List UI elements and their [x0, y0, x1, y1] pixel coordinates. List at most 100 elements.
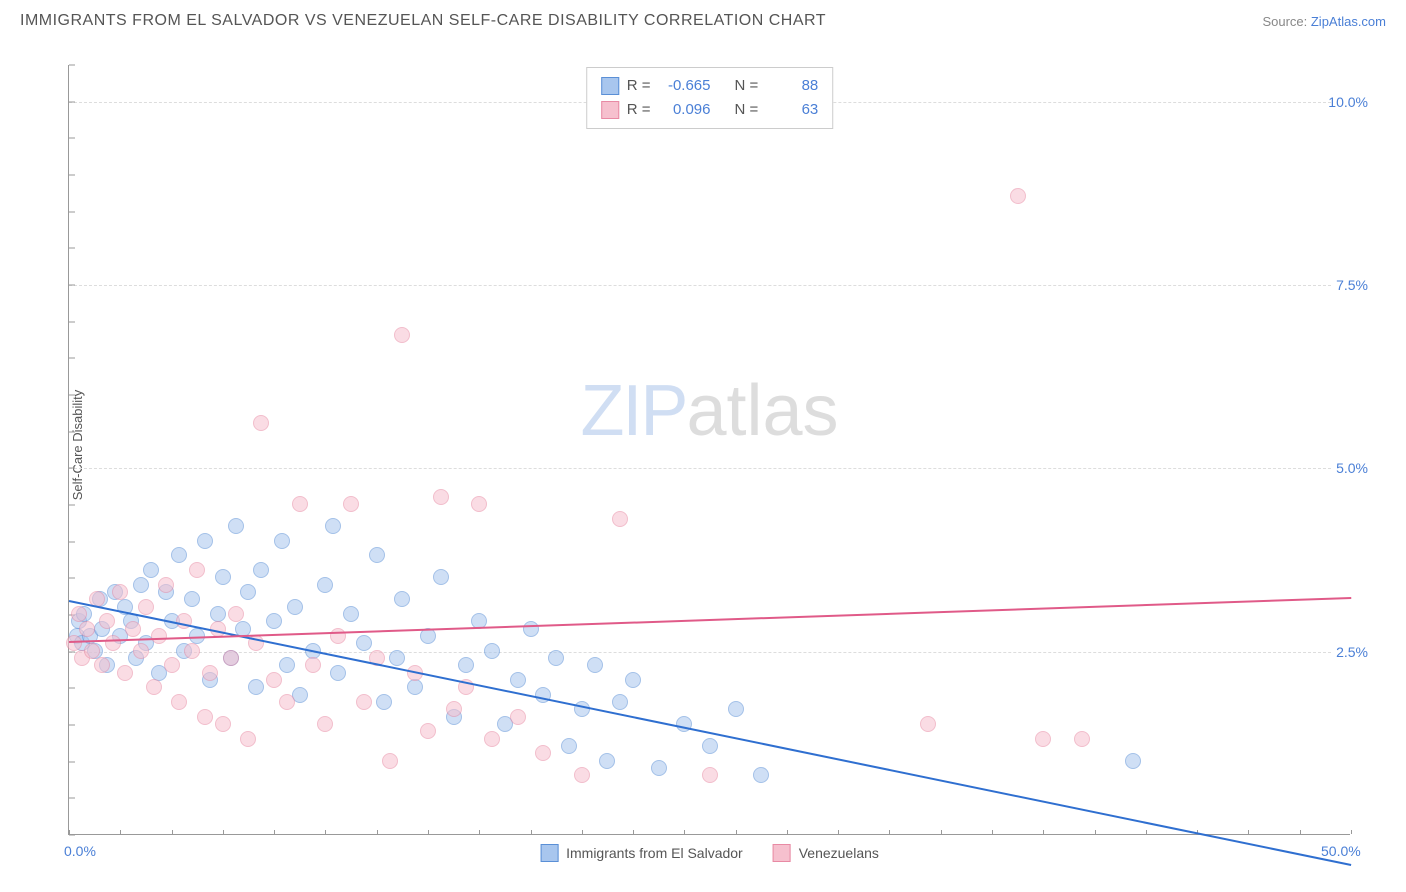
data-point	[223, 650, 239, 666]
data-point	[458, 657, 474, 673]
chart-title: IMMIGRANTS FROM EL SALVADOR VS VENEZUELA…	[20, 12, 826, 30]
data-point	[240, 731, 256, 747]
source-attribution: Source: ZipAtlas.com	[1262, 14, 1386, 29]
data-point	[446, 701, 462, 717]
data-point	[1125, 753, 1141, 769]
swatch-venezuelans-icon	[773, 844, 791, 862]
data-point	[561, 738, 577, 754]
data-point	[471, 496, 487, 512]
data-point	[125, 621, 141, 637]
y-tick-label: 5.0%	[1336, 460, 1368, 476]
data-point	[920, 716, 936, 732]
data-point	[240, 584, 256, 600]
data-point	[94, 657, 110, 673]
data-point	[266, 613, 282, 629]
data-point	[184, 643, 200, 659]
trendline	[69, 600, 1351, 866]
data-point	[420, 723, 436, 739]
data-point	[369, 547, 385, 563]
y-tick-label: 10.0%	[1328, 94, 1368, 110]
data-point	[143, 562, 159, 578]
stats-row-1: R = -0.665 N = 88	[601, 74, 819, 98]
data-point	[317, 577, 333, 593]
data-point	[292, 496, 308, 512]
data-point	[305, 657, 321, 673]
data-point	[210, 606, 226, 622]
data-point	[612, 511, 628, 527]
x-tick-label: 50.0%	[1321, 843, 1361, 859]
data-point	[407, 679, 423, 695]
data-point	[171, 547, 187, 563]
chart-container: Self-Care Disability ZIPatlas R = -0.665…	[50, 55, 1350, 835]
swatch-venezuelans	[601, 101, 619, 119]
data-point	[702, 738, 718, 754]
data-point	[317, 716, 333, 732]
data-point	[1074, 731, 1090, 747]
plot-area: ZIPatlas R = -0.665 N = 88 R = 0.096 N =…	[68, 65, 1350, 835]
gridline	[69, 652, 1331, 653]
data-point	[343, 606, 359, 622]
data-point	[510, 709, 526, 725]
data-point	[189, 562, 205, 578]
data-point	[484, 731, 500, 747]
stats-row-2: R = 0.096 N = 63	[601, 98, 819, 122]
data-point	[1035, 731, 1051, 747]
data-point	[105, 635, 121, 651]
data-point	[548, 650, 564, 666]
data-point	[117, 665, 133, 681]
swatch-el-salvador-icon	[540, 844, 558, 862]
data-point	[625, 672, 641, 688]
data-point	[138, 599, 154, 615]
data-point	[274, 533, 290, 549]
data-point	[702, 767, 718, 783]
data-point	[151, 628, 167, 644]
watermark: ZIPatlas	[580, 370, 838, 452]
data-point	[66, 635, 82, 651]
data-point	[228, 518, 244, 534]
swatch-el-salvador	[601, 77, 619, 95]
data-point	[599, 753, 615, 769]
chart-header: IMMIGRANTS FROM EL SALVADOR VS VENEZUELA…	[0, 0, 1406, 36]
data-point	[394, 591, 410, 607]
legend-item-el-salvador: Immigrants from El Salvador	[540, 844, 743, 862]
data-point	[523, 621, 539, 637]
y-tick-label: 2.5%	[1336, 644, 1368, 660]
data-point	[433, 489, 449, 505]
data-point	[279, 694, 295, 710]
data-point	[325, 518, 341, 534]
data-point	[343, 496, 359, 512]
data-point	[433, 569, 449, 585]
data-point	[612, 694, 628, 710]
data-point	[382, 753, 398, 769]
data-point	[171, 694, 187, 710]
data-point	[376, 694, 392, 710]
data-point	[215, 569, 231, 585]
data-point	[253, 415, 269, 431]
data-point	[84, 643, 100, 659]
data-point	[389, 650, 405, 666]
data-point	[330, 665, 346, 681]
data-point	[248, 679, 264, 695]
data-point	[253, 562, 269, 578]
y-tick-label: 7.5%	[1336, 277, 1368, 293]
data-point	[587, 657, 603, 673]
data-point	[79, 621, 95, 637]
data-point	[651, 760, 667, 776]
data-point	[158, 577, 174, 593]
data-point	[215, 716, 231, 732]
data-point	[753, 767, 769, 783]
x-tick-label: 0.0%	[64, 843, 96, 859]
legend-item-venezuelans: Venezuelans	[773, 844, 879, 862]
data-point	[510, 672, 526, 688]
data-point	[99, 613, 115, 629]
data-point	[197, 533, 213, 549]
data-point	[728, 701, 744, 717]
source-link[interactable]: ZipAtlas.com	[1311, 14, 1386, 29]
data-point	[356, 694, 372, 710]
data-point	[112, 584, 128, 600]
series-legend: Immigrants from El Salvador Venezuelans	[540, 844, 879, 862]
data-point	[394, 327, 410, 343]
data-point	[164, 657, 180, 673]
data-point	[133, 643, 149, 659]
data-point	[535, 745, 551, 761]
